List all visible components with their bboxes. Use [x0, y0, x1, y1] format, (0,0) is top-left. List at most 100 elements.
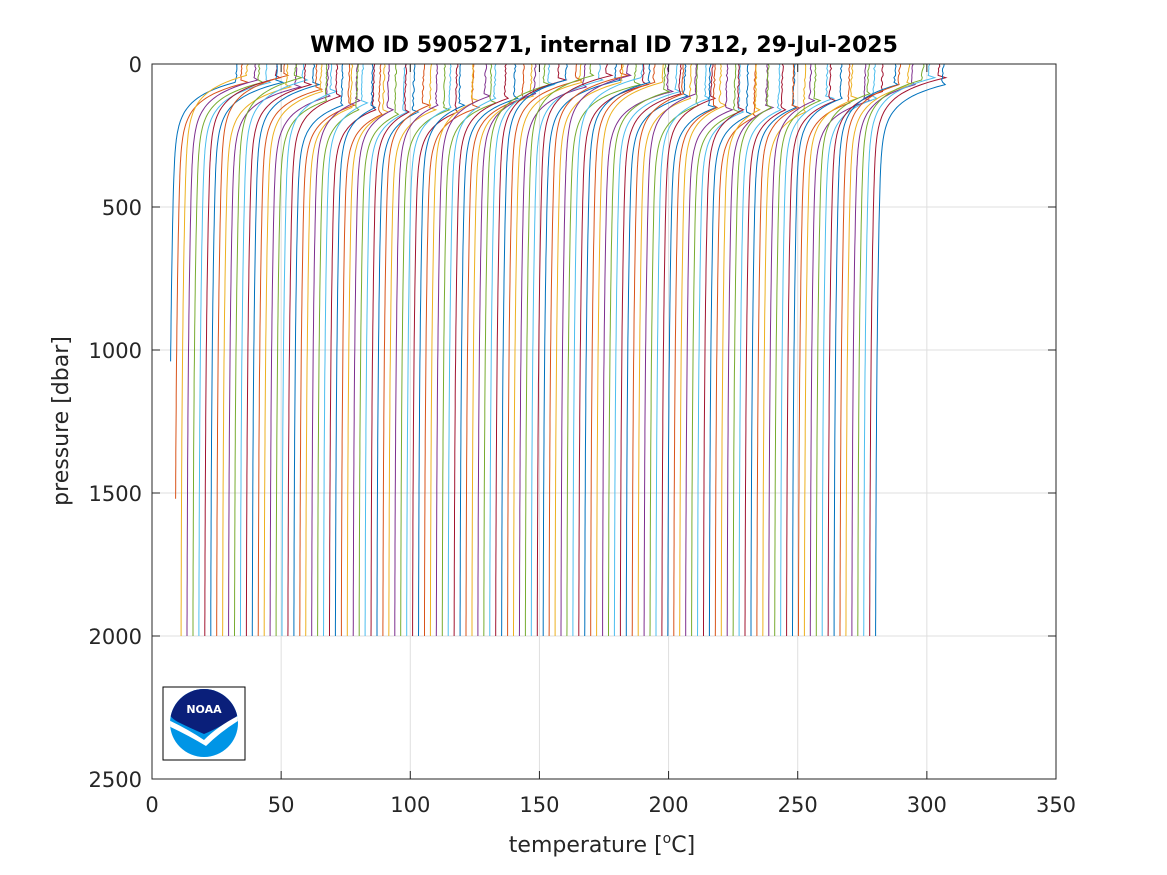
profile-line	[667, 63, 718, 637]
profile-line	[566, 63, 643, 637]
profile-line	[382, 63, 431, 636]
profile-line	[275, 63, 328, 636]
logo-text: NOAA	[186, 703, 222, 716]
profile-line	[738, 63, 782, 636]
profile-line	[762, 63, 807, 637]
profile-line	[340, 63, 383, 636]
x-tick-label: 350	[1036, 793, 1076, 817]
profile-line	[792, 63, 843, 636]
profile-line	[720, 63, 761, 636]
profile-line	[388, 63, 438, 637]
logo-gull-icon	[170, 712, 238, 746]
profile-line	[756, 63, 800, 636]
profile-line	[608, 63, 671, 636]
profile-line	[708, 63, 753, 636]
profile-line	[287, 63, 342, 637]
profile-line	[780, 64, 836, 637]
chart-title: WMO ID 5905271, internal ID 7312, 29-Jul…	[310, 33, 898, 58]
profile-line	[768, 63, 816, 636]
x-tick-label: 100	[390, 793, 430, 817]
profile-line	[234, 63, 304, 636]
profile-line	[691, 63, 741, 636]
plot-area-frame	[151, 63, 1057, 780]
profile-line	[827, 63, 884, 637]
logo-emblem	[170, 689, 238, 757]
profile-line	[845, 63, 915, 637]
profile-line	[869, 63, 948, 636]
y-tick-label: 2500	[89, 768, 142, 792]
y-tick-label: 500	[102, 196, 142, 220]
profile-line	[400, 63, 451, 636]
profile-line	[192, 63, 265, 636]
profile-line	[216, 63, 290, 636]
profile-line	[412, 63, 459, 636]
profile-line	[797, 63, 851, 637]
profile-line	[459, 63, 519, 636]
profile-line	[453, 63, 510, 637]
y-tick-labels: 0 500 1000 1500 2000 2500	[89, 53, 142, 792]
noaa-logo: NOAA	[162, 686, 246, 761]
profile-line	[483, 63, 552, 637]
x-axis-label-superscript: o	[663, 831, 672, 847]
x-tick-label: 0	[145, 793, 158, 817]
profile-line	[774, 64, 822, 636]
profile-line	[857, 63, 925, 636]
profile-line	[584, 63, 651, 637]
profile-line	[204, 63, 282, 636]
profile-line	[239, 63, 309, 637]
logo-top-band	[170, 689, 238, 734]
profile-line	[786, 63, 837, 636]
profile-line	[560, 63, 632, 636]
profile-line	[198, 63, 272, 636]
y-tick-label: 1000	[89, 339, 142, 363]
profile-line	[317, 63, 360, 636]
y-tick-label: 2000	[89, 625, 142, 649]
profile-line	[435, 63, 492, 637]
x-axis-label-end: C]	[671, 833, 695, 858]
x-tick-label: 250	[778, 793, 818, 817]
profile-line	[175, 63, 250, 499]
y-tick-label: 0	[129, 53, 142, 77]
profile-line	[518, 63, 588, 637]
profile-line	[329, 63, 377, 636]
profile-line	[180, 63, 249, 636]
profile-line	[376, 63, 420, 636]
profile-line	[821, 63, 878, 636]
profile-line	[714, 64, 757, 637]
profile-line	[643, 63, 698, 636]
profile-line	[186, 63, 260, 636]
profile-line	[358, 63, 400, 636]
profile-line	[661, 64, 717, 636]
profile-line	[441, 63, 498, 636]
grid	[152, 64, 1056, 779]
profile-line	[352, 63, 395, 637]
profile-line	[732, 63, 773, 637]
profile-line	[875, 63, 947, 636]
profile-line	[257, 63, 324, 637]
profile-line	[524, 63, 595, 636]
profile-line	[596, 63, 664, 636]
profile-line	[578, 64, 650, 636]
profile-line	[833, 63, 900, 636]
profile-line	[744, 63, 787, 636]
profile-line	[334, 63, 377, 636]
profile-line	[839, 63, 902, 636]
axis-ticks	[151, 63, 1057, 780]
profile-line	[507, 63, 583, 636]
profile-line	[251, 63, 321, 636]
profile-line	[228, 63, 303, 636]
profile-line	[406, 63, 452, 636]
profile-line	[323, 63, 369, 637]
profile-line	[269, 63, 332, 636]
profile-line	[299, 63, 356, 636]
profile-line	[281, 63, 338, 636]
profile-line	[489, 63, 556, 636]
profile-line	[394, 63, 439, 636]
profile-line	[697, 63, 745, 637]
profile-line	[370, 63, 411, 637]
profile-line	[530, 63, 605, 636]
x-tick-label: 150	[519, 793, 559, 817]
x-tick-label: 300	[907, 793, 947, 817]
y-tick-label: 1500	[89, 482, 142, 506]
